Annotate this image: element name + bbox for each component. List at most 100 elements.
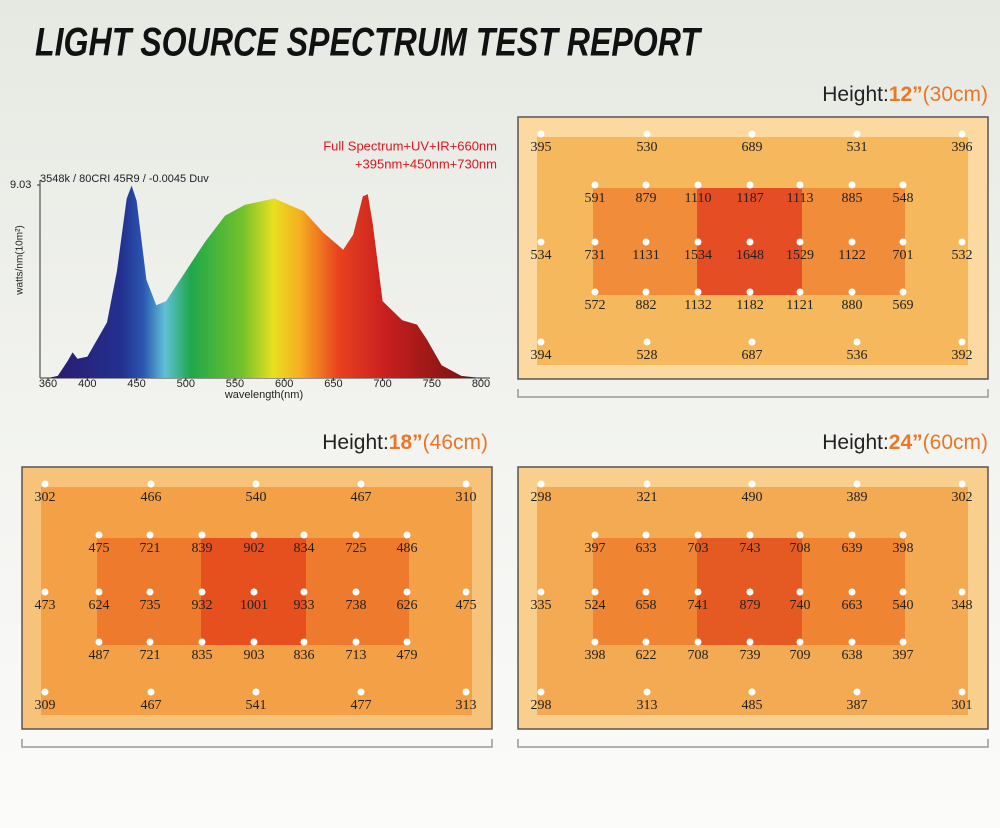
ppfd-value: 477 — [351, 698, 372, 713]
dot — [300, 588, 308, 596]
ppfd-value: 486 — [397, 541, 418, 556]
dot — [537, 338, 545, 346]
dot — [958, 688, 966, 696]
ppfd-value: 626 — [397, 598, 418, 613]
x-axis-label: wavelength(nm) — [224, 389, 303, 401]
ppfd-value: 473 — [35, 598, 56, 613]
ppfd-value: 879 — [636, 191, 657, 206]
ppfd-value: 541 — [246, 698, 267, 713]
dot — [958, 480, 966, 488]
ppfd-value: 1113 — [787, 191, 814, 206]
ppfd-value: 741 — [688, 598, 709, 613]
ppfd-value: 638 — [842, 648, 863, 663]
dot — [146, 531, 154, 539]
dot — [899, 531, 907, 539]
dot — [591, 588, 599, 596]
ppfd-value: 591 — [585, 191, 606, 206]
bracket — [517, 739, 989, 748]
dot — [252, 688, 260, 696]
ppfd-value: 902 — [244, 541, 265, 556]
ppfd-value: 1001 — [240, 598, 268, 613]
bracket — [517, 389, 989, 398]
dot — [848, 181, 856, 189]
ppfd-value: 534 — [531, 248, 552, 263]
ppfd-value: 1534 — [684, 248, 712, 263]
y-tick-label: 9.03 — [10, 179, 31, 191]
dot — [462, 588, 470, 596]
dot — [250, 588, 258, 596]
ppfd-value: 298 — [531, 698, 552, 713]
dot — [848, 238, 856, 246]
y-axis-label: watts/nm(10m²) — [15, 225, 26, 295]
ppfd-value: 467 — [141, 698, 162, 713]
dot — [899, 181, 907, 189]
dot — [694, 638, 702, 646]
ppfd-value: 1187 — [736, 191, 763, 206]
ppfd-value: 1121 — [786, 298, 813, 313]
map-heading: Height:12”(30cm) — [822, 83, 988, 106]
page-title: LIGHT SOURCE SPECTRUM TEST REPORT — [35, 21, 703, 65]
ppfd-value: 1132 — [684, 298, 711, 313]
dot — [694, 238, 702, 246]
dot — [252, 480, 260, 488]
dot — [642, 588, 650, 596]
ppfd-value: 624 — [89, 598, 110, 613]
ppfd-value: 313 — [456, 698, 477, 713]
dot — [899, 588, 907, 596]
dot — [537, 238, 545, 246]
ppfd-value: 397 — [585, 541, 606, 556]
heading-part: 12” — [889, 83, 923, 106]
ppfd-value: 1648 — [736, 248, 764, 263]
ppfd-value: 713 — [346, 648, 367, 663]
dot — [694, 181, 702, 189]
x-tick-label: 360 — [39, 378, 57, 390]
dot — [537, 688, 545, 696]
ppfd-value: 933 — [294, 598, 315, 613]
heading-part: (46cm) — [423, 431, 488, 454]
dot — [250, 531, 258, 539]
dot — [746, 638, 754, 646]
annotation: +395nm+450nm+730nm — [355, 156, 497, 171]
dot — [694, 588, 702, 596]
ppfd-value: 1131 — [632, 248, 659, 263]
dot — [352, 531, 360, 539]
dot — [694, 288, 702, 296]
ppfd-value: 524 — [585, 598, 606, 613]
x-tick-label: 400 — [78, 378, 96, 390]
ppfd-value: 310 — [456, 490, 477, 505]
ppfd-value: 397 — [893, 648, 914, 663]
ppfd-value: 536 — [847, 348, 868, 363]
ppfd-value: 743 — [740, 541, 761, 556]
dot — [958, 588, 966, 596]
dot — [958, 338, 966, 346]
bracket — [21, 739, 493, 748]
ppfd-value: 735 — [140, 598, 161, 613]
heading-part: (30cm) — [923, 83, 988, 106]
ppfd-value: 485 — [742, 698, 763, 713]
dot — [746, 588, 754, 596]
dot — [796, 288, 804, 296]
dot — [537, 130, 545, 138]
dot — [643, 480, 651, 488]
heading-part: 18” — [389, 431, 423, 454]
dot — [796, 238, 804, 246]
dot — [352, 638, 360, 646]
x-tick-label: 750 — [423, 378, 441, 390]
ppfd-value: 639 — [842, 541, 863, 556]
ppfd-value: 709 — [790, 648, 811, 663]
dot — [853, 688, 861, 696]
heading-part: Height: — [822, 431, 889, 454]
heading-part: 24” — [889, 431, 923, 454]
dot — [300, 638, 308, 646]
dot — [746, 181, 754, 189]
dot — [591, 288, 599, 296]
ppfd-value: 395 — [531, 140, 552, 155]
dot — [41, 688, 49, 696]
dot — [41, 588, 49, 596]
ppfd-value: 1110 — [685, 191, 712, 206]
dot — [899, 288, 907, 296]
dot — [642, 288, 650, 296]
annotation: Full Spectrum+UV+IR+660nm — [323, 138, 497, 153]
ppfd-value: 903 — [244, 648, 265, 663]
